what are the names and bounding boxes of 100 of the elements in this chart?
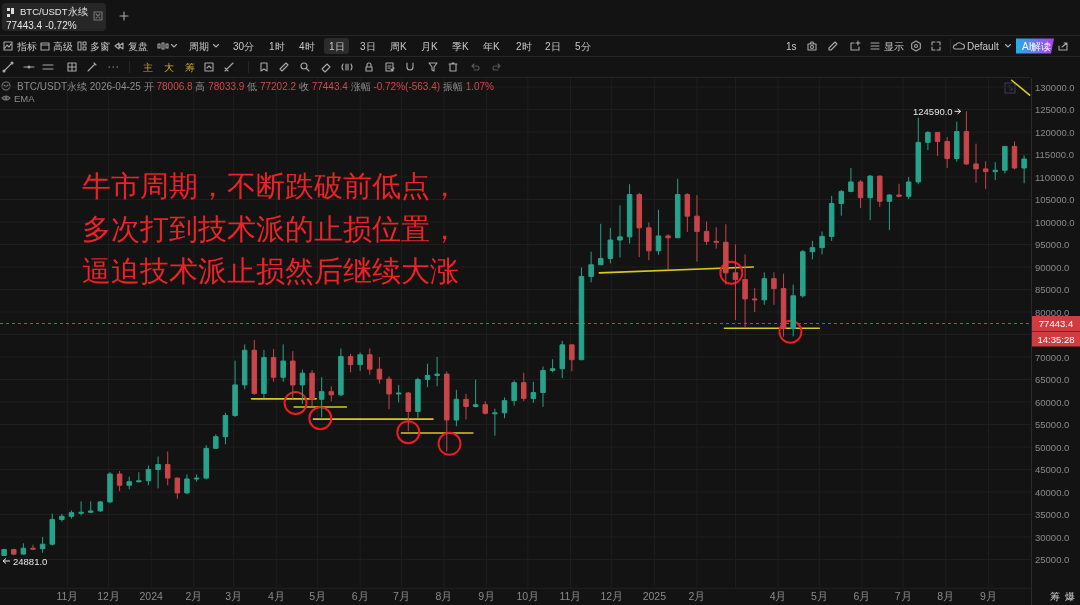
candlestick xyxy=(646,221,652,261)
candlestick xyxy=(376,356,383,385)
candlestick xyxy=(665,233,671,271)
candlestick xyxy=(97,500,104,513)
y-tick-label: 55000.0 xyxy=(1035,419,1070,430)
candlestick xyxy=(1021,154,1027,184)
candlestick xyxy=(790,284,796,337)
point xyxy=(396,420,421,445)
ref-line-label: 77443.4 xyxy=(1038,318,1074,329)
point xyxy=(308,406,333,431)
candlestick xyxy=(617,204,623,259)
candlestick xyxy=(569,344,575,372)
x-tick-label: 4月 xyxy=(267,590,285,602)
candlestick xyxy=(415,377,421,419)
text: 复盘 xyxy=(128,40,148,52)
candlestick xyxy=(1,548,7,557)
candlestick xyxy=(838,189,845,217)
candlestick xyxy=(39,536,46,554)
x-tick-label: 12月 xyxy=(600,590,624,602)
candlestick xyxy=(309,369,315,407)
text: 指标 xyxy=(15,40,37,52)
candlestick xyxy=(492,408,498,437)
y-tick-label: 60000.0 xyxy=(1035,396,1070,408)
annotation: 牛市周期，不断跌破前低点， xyxy=(82,170,459,202)
text: 季K xyxy=(452,40,469,52)
text: 大 xyxy=(164,61,174,73)
x-tick-label: 9月 xyxy=(979,590,997,602)
chart-title: BTC/USDT永续 xyxy=(20,5,88,17)
x-tick-label: 7月 xyxy=(894,590,912,602)
text: BTC/USDT永续 2026-04-25 开 78006.8 高 78033.9 低 77202.2 收 77443.4 涨幅 -0.72%(-563.4) 振幅 1.07% xyxy=(17,80,494,92)
candlestick xyxy=(184,473,190,495)
point xyxy=(719,260,744,285)
candlestick xyxy=(395,384,402,403)
candlestick xyxy=(68,509,75,520)
candlestick xyxy=(1011,140,1018,170)
x-tick-label: 6月 xyxy=(351,590,369,602)
annotation: 24881.0 xyxy=(13,555,48,567)
candlestick xyxy=(578,266,585,361)
candlestick xyxy=(328,385,335,402)
candlestick xyxy=(819,230,825,255)
candlestick xyxy=(800,249,806,299)
y-tick-label: 50000.0 xyxy=(1035,441,1070,453)
candlestick xyxy=(540,365,546,408)
candlestick xyxy=(213,433,219,450)
text: 周K xyxy=(390,40,407,52)
annotation: 多次打到技术派的止损位置， xyxy=(82,213,459,245)
candlestick xyxy=(636,192,642,258)
candlestick xyxy=(809,240,816,260)
candlestick xyxy=(386,375,392,410)
candlestick xyxy=(944,136,950,169)
candlestick xyxy=(87,500,94,514)
candlestick xyxy=(367,347,373,376)
x-tick-label: 5月 xyxy=(309,590,326,602)
candlestick xyxy=(405,391,412,432)
candlestick xyxy=(164,451,171,486)
x-tick-label: 2月 xyxy=(185,590,203,602)
y-tick-label: 115000.0 xyxy=(1035,149,1074,160)
text: 多窗 xyxy=(90,40,110,52)
candlestick xyxy=(453,389,460,427)
candlestick xyxy=(116,470,123,492)
y-tick-label: 70000.0 xyxy=(1035,351,1070,363)
candlestick xyxy=(886,193,893,231)
x-tick-label: 9月 xyxy=(478,590,496,602)
point xyxy=(437,431,462,456)
candlestick xyxy=(338,347,344,397)
candlestick xyxy=(963,110,970,166)
candlestick xyxy=(521,372,527,402)
x-tick-label: 7月 xyxy=(392,590,410,602)
candlestick xyxy=(222,412,229,445)
candlestick xyxy=(751,287,758,313)
candlestick xyxy=(78,500,84,516)
candlestick xyxy=(126,476,132,490)
candlestick xyxy=(828,195,835,242)
x-tick-label: 2月 xyxy=(688,590,706,602)
candlestick xyxy=(203,444,209,480)
x-tick-label: 12月 xyxy=(97,590,120,602)
y-tick-label: 35000.0 xyxy=(1035,509,1070,520)
candlestick xyxy=(251,339,258,396)
y-tick-label: 130000.0 xyxy=(1035,81,1075,93)
x-tick-label: 8月 xyxy=(435,590,453,602)
candlestick xyxy=(357,352,363,372)
candlestick xyxy=(848,167,854,193)
candlestick xyxy=(607,227,614,264)
candlestick xyxy=(771,271,777,306)
text: AI解读 xyxy=(1022,40,1052,52)
point xyxy=(283,390,308,415)
annotation: EMA xyxy=(14,92,36,104)
candlestick xyxy=(761,271,768,306)
candlestick xyxy=(174,477,181,500)
text: 4时 xyxy=(299,40,315,52)
candlestick xyxy=(877,175,883,208)
candlestick xyxy=(626,183,633,245)
x-tick-label: 8月 xyxy=(937,590,955,602)
candlestick xyxy=(424,363,431,388)
candlestick xyxy=(299,369,306,405)
candlestick xyxy=(482,400,489,416)
y-tick-label: 45000.0 xyxy=(1035,464,1070,475)
candlestick xyxy=(915,117,922,185)
y-tick-label: 80000.0 xyxy=(1035,306,1070,318)
x-tick-label: 3月 xyxy=(225,590,243,602)
